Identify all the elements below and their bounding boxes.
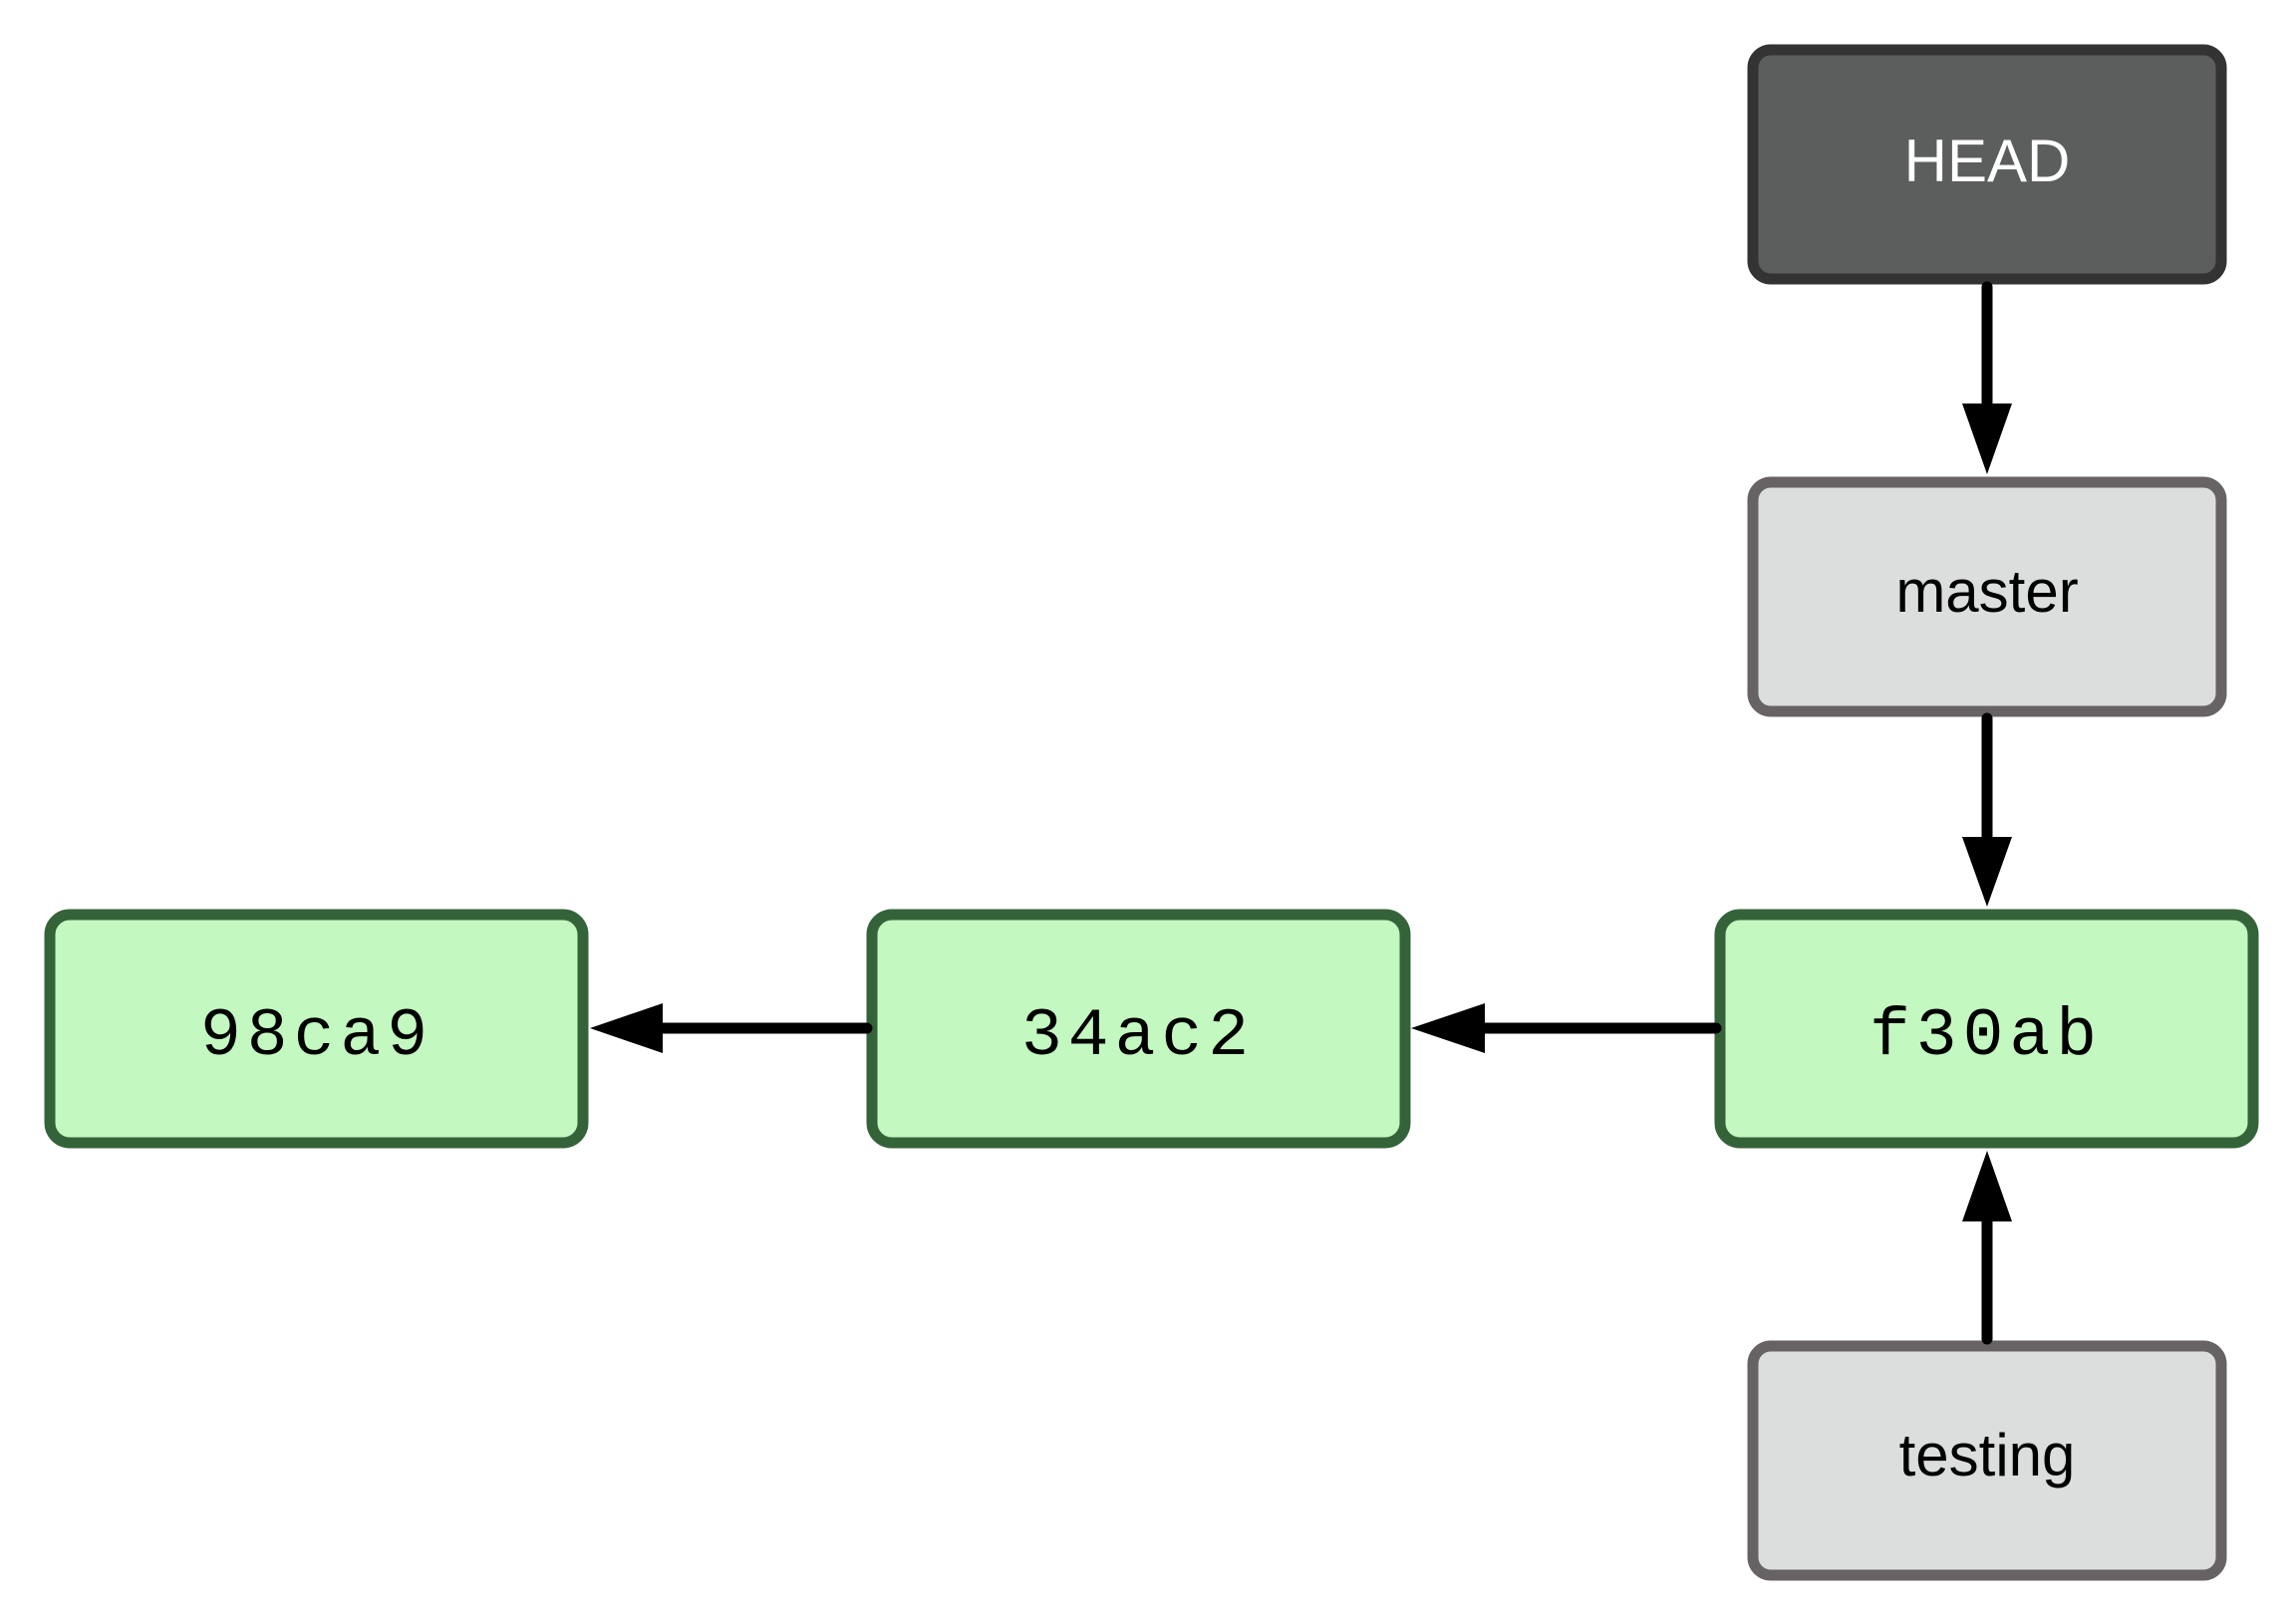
head-box bbox=[1747, 44, 2227, 285]
arrow-head bbox=[1962, 837, 2012, 907]
arrow-f30ab-to-34ac2 bbox=[1411, 1003, 1722, 1053]
commit-box bbox=[44, 909, 589, 1149]
commit-label: 98ca9 bbox=[200, 998, 433, 1075]
head-label: HEAD bbox=[1904, 128, 2071, 194]
branch-label: testing bbox=[1899, 1422, 2076, 1488]
commit-label: f30ab bbox=[1869, 998, 2103, 1075]
branch-box bbox=[1747, 1340, 2227, 1581]
commit-node-98ca9: 98ca9 bbox=[44, 909, 589, 1149]
branch-box bbox=[1747, 476, 2227, 717]
branch-node-testing: testing bbox=[1747, 1340, 2227, 1581]
branch-label: master bbox=[1895, 558, 2078, 625]
commit-node-34ac2: 34ac2 bbox=[866, 909, 1411, 1149]
arrow-head-to-master bbox=[1962, 281, 2012, 474]
commit-label: 34ac2 bbox=[1021, 998, 1255, 1075]
arrow-34ac2-to-98ca9 bbox=[590, 1003, 873, 1053]
commit-node-f30ab: f30ab bbox=[1714, 909, 2259, 1149]
arrow-master-to-f30ab bbox=[1962, 712, 2012, 907]
arrow-head bbox=[1411, 1003, 1485, 1053]
arrow-head bbox=[590, 1003, 663, 1053]
head-ref-node: HEAD bbox=[1747, 44, 2227, 285]
branch-node-master: master bbox=[1747, 476, 2227, 717]
arrow-testing-to-f30ab bbox=[1962, 1151, 2012, 1345]
arrow-head bbox=[1962, 404, 2012, 474]
arrow-head bbox=[1962, 1151, 2012, 1221]
